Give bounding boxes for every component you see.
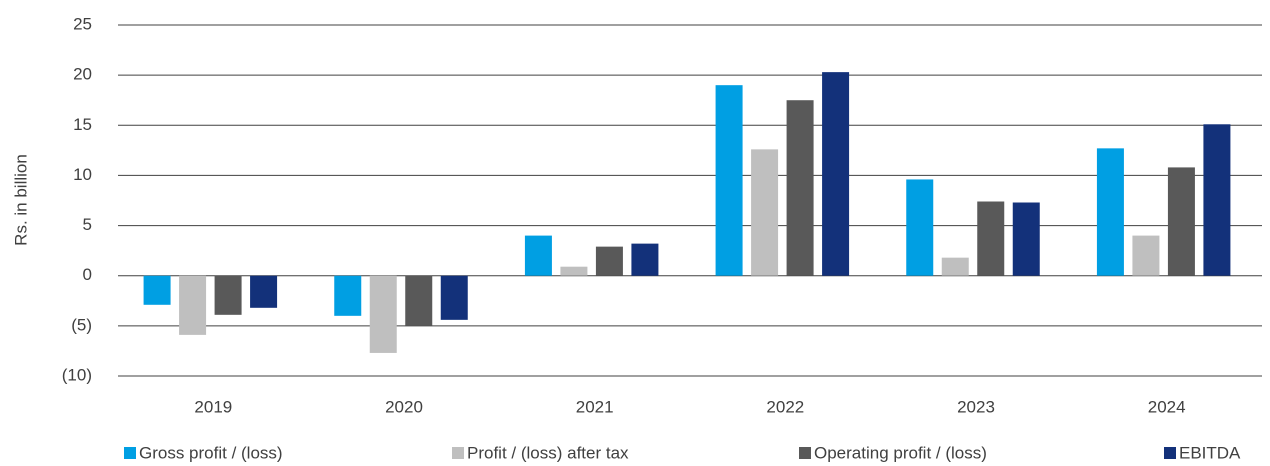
y-tick-label: 0: [83, 265, 92, 284]
bar: [214, 275, 242, 315]
bar: [906, 179, 934, 276]
bar: [977, 201, 1005, 276]
bar: [405, 275, 433, 326]
x-tick-label: 2023: [957, 397, 995, 416]
bar: [715, 85, 743, 276]
bar: [334, 275, 362, 316]
x-tick-label: 2021: [576, 397, 614, 416]
legend-label: Profit / (loss) after tax: [467, 443, 629, 462]
legend-label: Operating profit / (loss): [814, 443, 987, 462]
x-tick-label: 2024: [1148, 397, 1186, 416]
y-tick-label: 5: [83, 215, 92, 234]
bar: [250, 275, 278, 308]
x-tick-label: 2020: [385, 397, 423, 416]
bar: [631, 243, 659, 276]
y-tick-label: 10: [73, 165, 92, 184]
bar: [1203, 124, 1231, 276]
legend-label: Gross profit / (loss): [139, 443, 283, 462]
legend-label: EBITDA: [1179, 443, 1241, 462]
bar: [1096, 148, 1124, 276]
x-tick-label: 2019: [194, 397, 232, 416]
bar: [560, 266, 588, 276]
bar: [524, 235, 552, 276]
y-tick-label: 15: [73, 115, 92, 134]
bar: [369, 275, 397, 353]
y-tick-label: (10): [62, 365, 92, 384]
y-tick-label: 20: [73, 65, 92, 84]
bar: [751, 149, 779, 276]
bar: [941, 257, 969, 276]
bar: [179, 275, 207, 335]
bar: [786, 100, 814, 276]
bar: [440, 275, 468, 320]
legend-swatch: [1164, 447, 1176, 459]
legend-swatch: [124, 447, 136, 459]
bar: [1132, 235, 1160, 276]
legend-swatch: [452, 447, 464, 459]
legend-swatch: [799, 447, 811, 459]
y-axis-label: Rs. in billion: [11, 154, 30, 246]
y-tick-label: 25: [73, 14, 92, 33]
bar: [1167, 167, 1195, 276]
x-tick-label: 2022: [766, 397, 804, 416]
bar: [595, 246, 623, 276]
y-tick-label: (5): [71, 315, 92, 334]
bar: [1012, 202, 1040, 276]
bar: [143, 275, 171, 305]
bar: [822, 72, 850, 276]
